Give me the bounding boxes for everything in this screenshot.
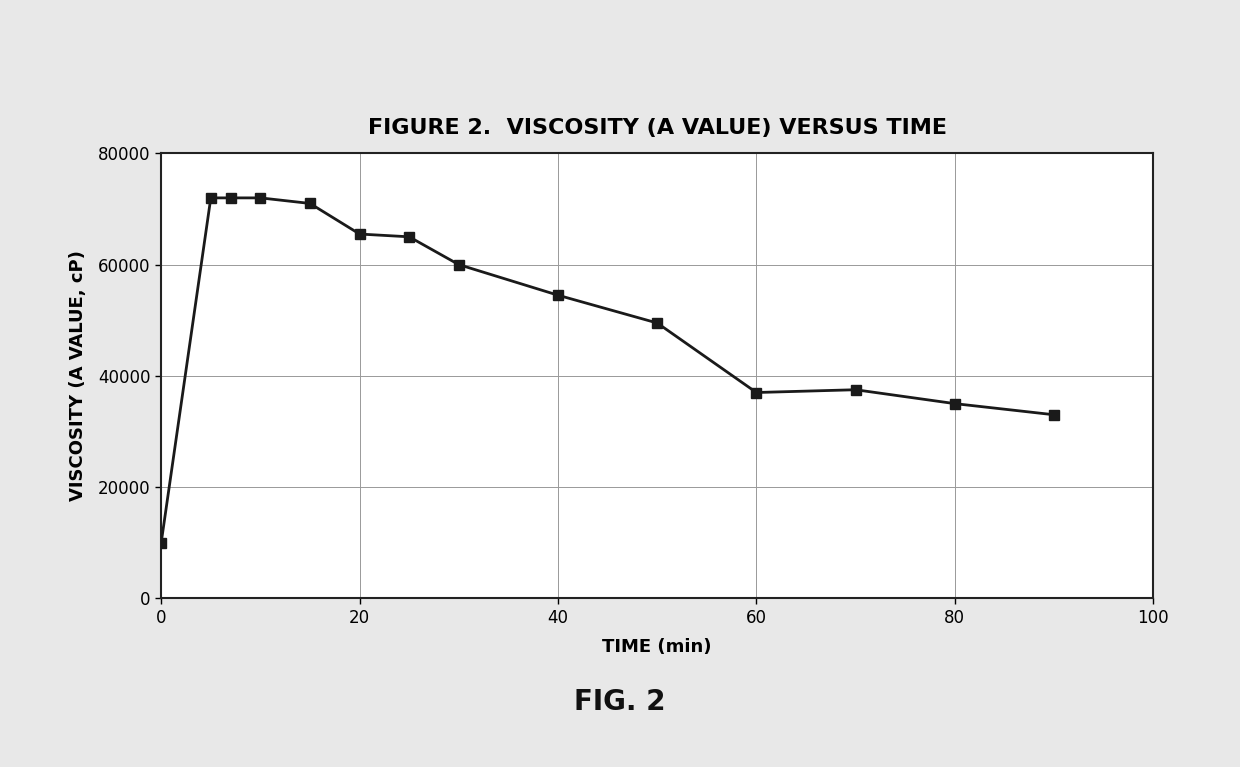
Text: FIG. 2: FIG. 2 [574, 688, 666, 716]
Y-axis label: VISCOSITY (A VALUE, cP): VISCOSITY (A VALUE, cP) [69, 250, 87, 502]
X-axis label: TIME (min): TIME (min) [603, 638, 712, 656]
Title: FIGURE 2.  VISCOSITY (A VALUE) VERSUS TIME: FIGURE 2. VISCOSITY (A VALUE) VERSUS TIM… [368, 118, 946, 138]
